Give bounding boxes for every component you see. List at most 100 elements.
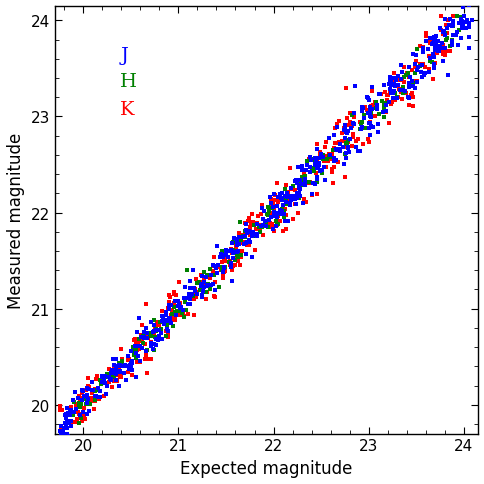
Point	[66, 407, 74, 414]
Point	[109, 355, 117, 363]
Point	[69, 396, 76, 404]
Point	[441, 37, 449, 45]
Point	[365, 139, 373, 147]
Point	[457, 22, 465, 30]
Point	[428, 76, 436, 84]
Point	[67, 408, 75, 416]
Point	[147, 355, 154, 363]
Point	[96, 388, 104, 395]
Point	[247, 232, 255, 240]
Point	[343, 128, 351, 136]
Point	[341, 151, 348, 158]
Point	[425, 55, 433, 62]
Point	[364, 97, 372, 105]
Point	[180, 314, 187, 321]
Point	[399, 79, 407, 87]
Point	[91, 392, 99, 400]
Point	[364, 120, 372, 127]
Point	[240, 220, 248, 228]
Point	[209, 262, 216, 270]
Point	[381, 107, 389, 115]
Point	[369, 102, 377, 109]
Point	[331, 124, 338, 132]
Point	[393, 74, 401, 81]
Point	[113, 368, 121, 376]
Point	[318, 156, 326, 164]
Point	[404, 64, 412, 72]
Point	[270, 207, 277, 215]
Point	[67, 407, 75, 414]
Point	[257, 210, 264, 218]
Point	[279, 208, 287, 215]
Point	[198, 280, 206, 288]
Point	[349, 110, 357, 118]
Point	[357, 108, 365, 116]
Point	[310, 155, 318, 163]
Point	[399, 74, 407, 81]
Point	[189, 267, 197, 274]
Point	[56, 427, 63, 435]
Text: K: K	[120, 101, 135, 119]
Point	[401, 72, 409, 79]
Point	[85, 384, 93, 392]
Point	[257, 223, 264, 230]
Point	[382, 97, 390, 105]
Point	[272, 180, 280, 188]
Point	[270, 228, 277, 236]
Point	[191, 285, 198, 293]
Point	[430, 37, 438, 45]
Point	[358, 104, 365, 111]
Point	[343, 143, 351, 151]
Point	[397, 87, 405, 95]
Point	[91, 398, 99, 406]
Point	[112, 365, 120, 373]
Point	[276, 209, 284, 216]
Point	[428, 35, 436, 43]
Point	[138, 337, 146, 345]
Point	[305, 179, 313, 186]
Point	[129, 344, 136, 351]
Point	[63, 405, 71, 412]
Point	[281, 199, 289, 207]
Point	[124, 356, 132, 364]
Point	[219, 275, 227, 283]
Point	[67, 422, 75, 430]
Point	[319, 157, 327, 165]
Point	[255, 223, 262, 231]
Point	[196, 287, 203, 294]
Point	[464, 1, 472, 9]
Point	[116, 362, 123, 370]
Point	[83, 392, 91, 399]
Point	[293, 180, 301, 188]
Point	[152, 328, 160, 335]
Point	[197, 272, 205, 279]
Point	[116, 371, 123, 378]
Point	[339, 124, 347, 132]
Point	[329, 157, 337, 165]
Point	[348, 120, 356, 127]
Point	[412, 58, 420, 65]
Point	[80, 411, 88, 419]
Point	[397, 96, 405, 104]
Point	[65, 418, 73, 426]
Point	[430, 34, 438, 42]
Point	[143, 347, 151, 355]
Point	[262, 220, 270, 227]
Point	[328, 155, 335, 163]
Point	[317, 151, 324, 159]
Point	[156, 326, 164, 333]
Point	[278, 211, 286, 218]
Point	[242, 230, 250, 238]
Point	[276, 211, 284, 219]
Point	[439, 58, 446, 65]
Point	[140, 333, 148, 341]
Point	[412, 46, 420, 54]
Point	[359, 141, 366, 149]
Point	[353, 136, 361, 144]
Point	[227, 259, 234, 267]
Point	[404, 95, 412, 103]
Point	[212, 265, 219, 272]
Point	[61, 411, 69, 419]
Point	[242, 241, 250, 249]
Point	[170, 316, 178, 323]
